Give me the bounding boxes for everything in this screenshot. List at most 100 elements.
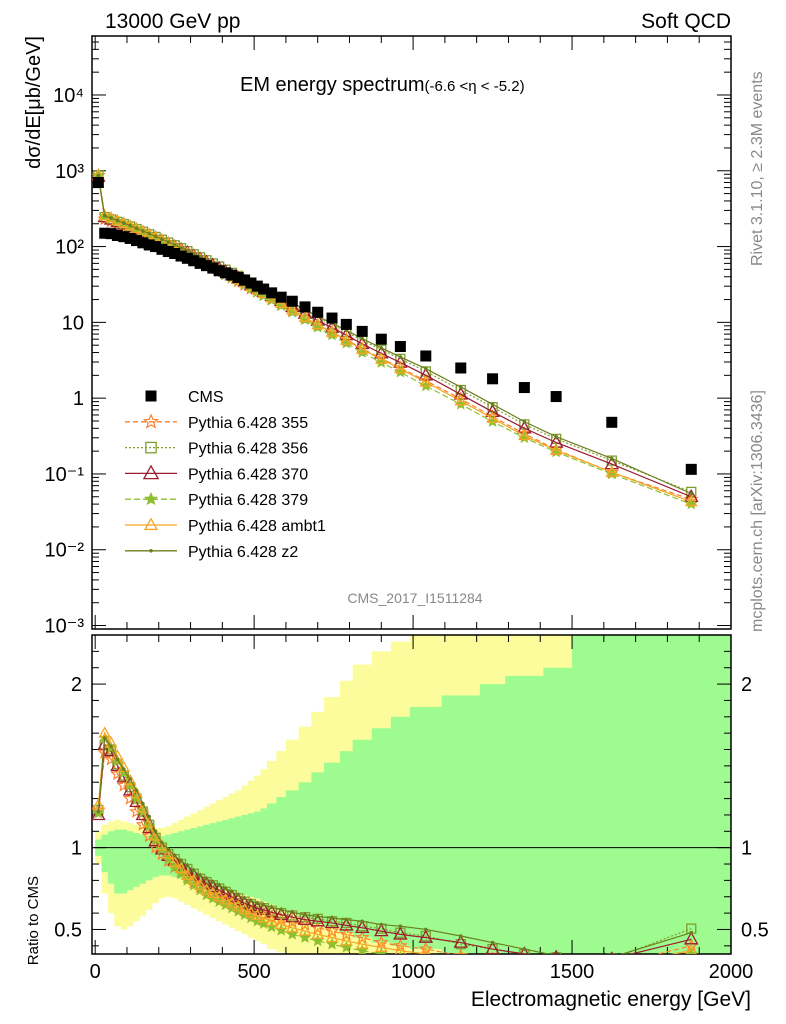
legend-item-ambt1: Pythia 6.428 ambt1 (125, 517, 326, 535)
ratio-point-z2 (153, 829, 158, 834)
ratio-point-z2 (236, 893, 241, 897)
point-z2 (134, 226, 139, 231)
legend-item-p370: Pythia 6.428 370 (125, 464, 308, 483)
legend-label: Pythia 6.428 370 (188, 466, 308, 483)
point-ambt1 (285, 303, 299, 315)
point-z2 (379, 346, 384, 350)
ratio-point-p356 (550, 952, 562, 954)
legend-item-z2: Pythia 6.428 z2 (125, 544, 298, 561)
ratio-point-p355 (324, 923, 340, 938)
ratio-point-z2 (134, 788, 139, 793)
ratio-point-p370 (354, 919, 370, 934)
point-cms (118, 231, 130, 243)
legend-item-cms: CMS (145, 389, 224, 406)
legend-swatch-marker (143, 517, 159, 531)
point-z2 (121, 221, 126, 225)
ratio-point-p355 (297, 916, 313, 931)
ratio-point-p370 (324, 915, 340, 929)
point-z2 (141, 229, 145, 233)
point-z2 (109, 216, 113, 220)
point-cms (226, 269, 238, 281)
x-axis-ticks: 0 500 1000 1500 2000 (90, 36, 753, 983)
ratio-point-ambt1 (298, 924, 312, 936)
point-cms (299, 301, 311, 313)
ratio-point-z2 (290, 910, 295, 915)
ratio-series-p370 (92, 736, 699, 954)
ratio-point-ambt1 (181, 868, 194, 880)
point-cms (286, 295, 298, 307)
legend-item-p379: Pythia 6.428 379 (125, 491, 308, 509)
series-cms (92, 177, 697, 475)
point-cms (685, 463, 697, 475)
ratio-point-ambt1 (492, 953, 493, 954)
ratio-tick-label-right: 0.5 (741, 919, 769, 941)
ratio-point-p370 (418, 929, 434, 943)
ratio-point-p370 (453, 934, 469, 948)
point-cms (232, 272, 244, 284)
y-tick-label: 10⁻³ (45, 616, 85, 638)
ratio-point-z2 (96, 809, 101, 814)
ratio-point-p370 (199, 875, 214, 889)
ratio-point-z2 (179, 858, 183, 863)
ratio-point-p355 (519, 956, 530, 967)
ratio-point-ambt1 (325, 930, 339, 943)
ratio-point-z2 (217, 883, 221, 888)
ratio-plot-data (92, 726, 699, 970)
ratio-point-p379 (325, 937, 339, 950)
point-z2 (490, 402, 495, 407)
point-ambt1 (311, 317, 325, 330)
point-ambt1 (130, 221, 143, 234)
point-z2 (160, 237, 164, 242)
series-z2 (96, 173, 694, 496)
y-tick-label: 10⁴ (53, 85, 84, 107)
ratio-point-p379 (311, 934, 324, 947)
ratio-point-ambt1 (421, 947, 430, 954)
point-cms (312, 306, 324, 318)
ratio-point-p370 (519, 946, 529, 954)
header-right: Soft QCD (641, 10, 731, 33)
point-cms (340, 318, 352, 330)
point-z2 (398, 355, 403, 359)
legend-swatch-marker (149, 549, 153, 553)
point-cms (188, 255, 200, 267)
point-cms (326, 312, 338, 324)
ratio-point-z2 (204, 876, 209, 881)
ratio-point-z2 (458, 934, 463, 938)
point-z2 (147, 231, 152, 236)
point-z2 (458, 385, 463, 389)
main-y-axis-ticks: 10⁻³ 10⁻² 10⁻¹ 1 10 10² 10³ 10⁴ (45, 41, 731, 638)
ratio-point-p370 (218, 885, 233, 899)
ratio-point-ambt1 (274, 917, 288, 930)
point-cms (200, 260, 212, 272)
ratio-point-p379 (399, 950, 402, 954)
point-z2 (102, 213, 107, 218)
rivet-version-note: Rivet 3.1.10, ≥ 2.3M events (749, 71, 766, 266)
ratio-tick-label: 1 (71, 838, 82, 860)
ratio-point-p379 (519, 960, 529, 970)
chart-title-main: EM energy spectrum (240, 74, 425, 96)
ratio-point-ambt1 (123, 773, 137, 786)
point-cms (92, 177, 104, 189)
ratio-point-z2 (303, 912, 307, 917)
point-cms (239, 274, 251, 286)
ratio-point-p379 (487, 958, 497, 968)
ratio-point-ambt1 (212, 889, 226, 902)
ratio-point-z2 (689, 930, 694, 935)
ratio-point-z2 (121, 767, 126, 771)
point-z2 (96, 173, 101, 178)
ratio-point-ambt1 (519, 957, 529, 966)
y-tick-label: 10 (62, 312, 84, 334)
ratio-point-p370 (211, 882, 227, 896)
ratio-point-z2 (424, 927, 428, 932)
ratio-point-p355 (339, 926, 354, 941)
x-tick-label: 1500 (550, 961, 595, 983)
point-cms (375, 333, 387, 345)
ratio-point-z2 (198, 873, 202, 878)
ratio-point-p370 (393, 926, 408, 940)
ratio-point-p370 (297, 911, 313, 925)
ratio-point-z2 (398, 924, 403, 928)
ratio-point-ambt1 (374, 940, 388, 952)
point-cms (131, 235, 143, 247)
point-ambt1 (518, 428, 531, 441)
ratio-point-ambt1 (244, 906, 258, 918)
